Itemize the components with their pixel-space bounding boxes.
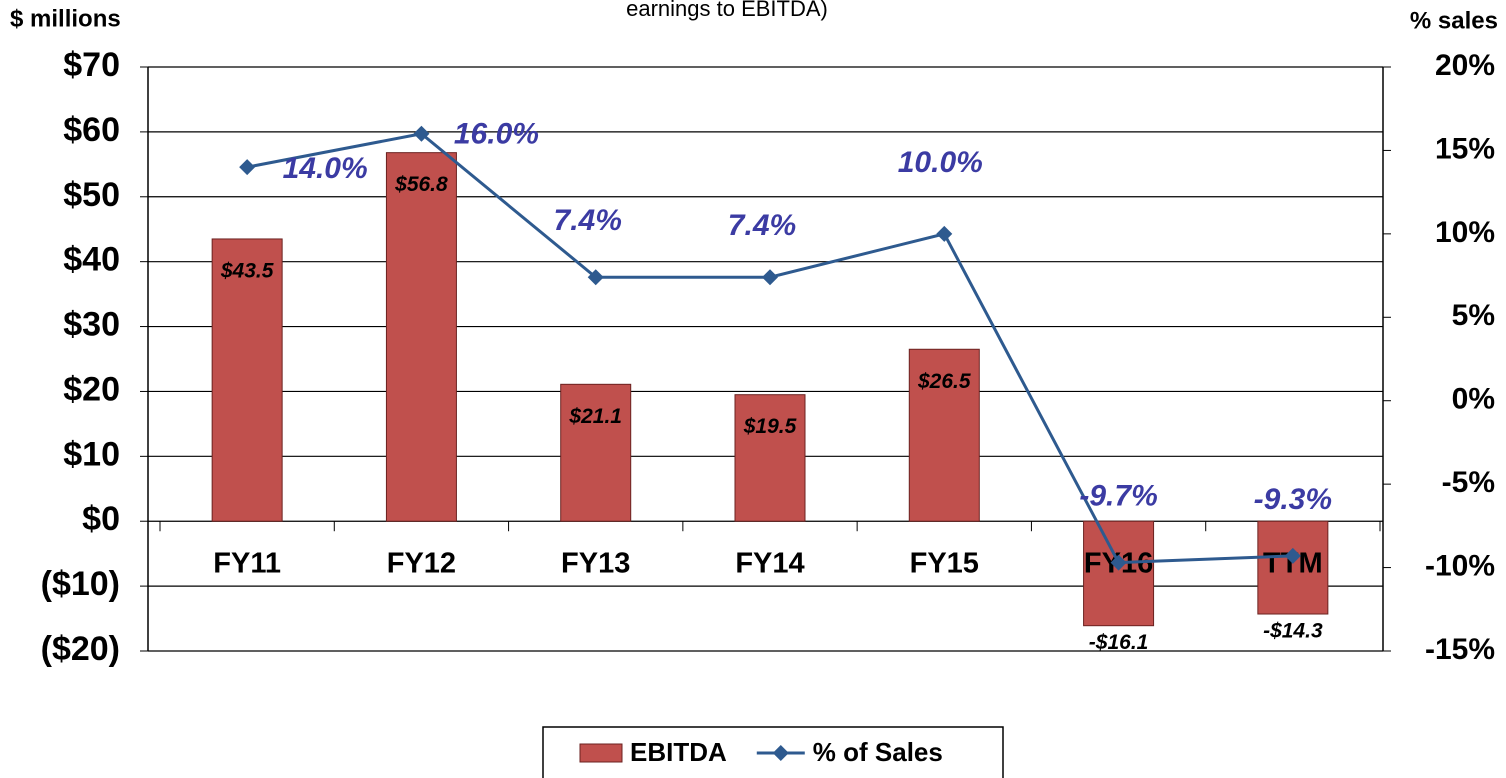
line-marker	[936, 225, 953, 242]
line-value-label: -9.3%	[1254, 483, 1332, 516]
line-value-label: 7.4%	[728, 209, 796, 242]
x-tick-label: FY15	[910, 548, 979, 580]
y-tick-label: $50	[63, 176, 120, 214]
bar	[211, 238, 283, 522]
legend-label: EBITDA	[630, 737, 727, 767]
bar	[734, 394, 806, 522]
bar	[908, 348, 980, 522]
line-value-label: 10.0%	[898, 146, 983, 179]
chart-title: earnings to EBITDA)	[626, 0, 828, 21]
x-tick-label: FY14	[735, 548, 804, 580]
x-tick-label: FY13	[561, 548, 630, 580]
line-value-label: -9.7%	[1079, 479, 1157, 512]
legend-swatch	[579, 743, 623, 763]
y-tick-label: ($10)	[41, 565, 120, 603]
bar	[385, 152, 457, 522]
bar-value-label: $21.1	[568, 405, 622, 428]
legend-label: % of Sales	[813, 737, 943, 767]
y-tick-label: ($20)	[41, 630, 120, 668]
x-tick-label: FY11	[213, 548, 281, 580]
y2-tick-label: 10%	[1435, 216, 1495, 249]
y-tick-label: $40	[63, 241, 120, 279]
y2-tick-label: 15%	[1435, 132, 1495, 165]
line-marker	[587, 269, 604, 286]
bar-value-label: -$14.3	[1263, 620, 1323, 643]
line-marker	[1284, 547, 1301, 564]
y2-tick-label: -15%	[1425, 633, 1495, 666]
y-tick-label: $0	[82, 500, 120, 538]
y2-axis-label: % sales	[1410, 7, 1498, 34]
y2-tick-label: 20%	[1435, 49, 1495, 82]
bar	[1083, 520, 1155, 627]
bar-value-label: $26.5	[917, 370, 971, 393]
line-marker	[413, 125, 430, 142]
bar	[560, 383, 632, 522]
line-value-label: 7.4%	[554, 204, 622, 237]
y-tick-label: $70	[63, 46, 120, 84]
x-tick-label: FY12	[387, 548, 456, 580]
line-marker	[762, 269, 778, 286]
y-tick-label: $30	[63, 306, 120, 344]
bar-value-label: $56.8	[394, 173, 448, 196]
y-tick-label: $60	[63, 111, 120, 149]
y2-tick-label: -5%	[1442, 466, 1495, 499]
bar-value-label: -$16.1	[1089, 631, 1149, 654]
bar	[1257, 520, 1329, 615]
y2-tick-label: 0%	[1452, 383, 1495, 416]
line-value-label: 14.0%	[283, 152, 368, 185]
y-tick-label: $10	[63, 435, 120, 473]
line-value-label: 16.0%	[454, 118, 539, 151]
line-marker	[1110, 554, 1127, 571]
y2-tick-label: 5%	[1452, 299, 1495, 332]
bar-value-label: $19.5	[743, 415, 797, 438]
line-marker	[239, 159, 256, 176]
legend-marker	[772, 745, 789, 761]
bar-value-label: $43.5	[220, 260, 274, 283]
y2-tick-label: -10%	[1425, 549, 1495, 582]
y-tick-label: $20	[63, 370, 120, 408]
y-axis-label: $ millions	[10, 5, 121, 32]
